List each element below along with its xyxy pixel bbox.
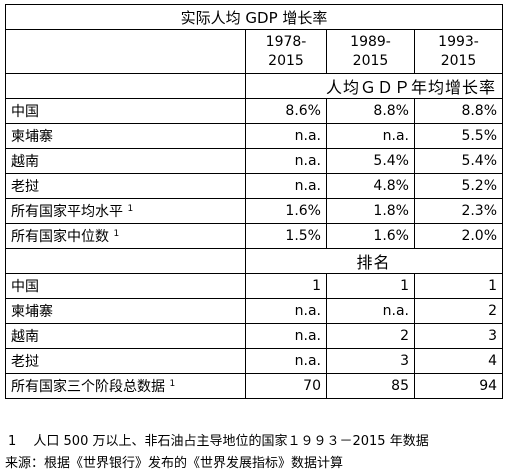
- gdp-growth-table: 实际人均 GDP 增长率 1978- 2015 1989- 2015 1993- 20…: [4, 4, 504, 399]
- cell-value: 8.8%: [326, 98, 415, 124]
- cell-value: 2: [326, 323, 415, 349]
- cell-value: 1.5%: [245, 223, 327, 249]
- cell-value: n.a.: [245, 173, 327, 199]
- cell-value: 5.2%: [413, 173, 504, 199]
- cell-value: 5.5%: [413, 123, 504, 149]
- row-label: 所有国家中位数 1: [5, 223, 246, 249]
- row-label-text: 所有国家三个阶段总数据: [11, 379, 165, 395]
- row-label-text: 所有国家平均水平: [11, 204, 123, 220]
- cell-value: 94: [413, 373, 504, 399]
- row-label-text: 柬埔寨: [11, 304, 53, 320]
- cell-value: 1: [245, 273, 327, 299]
- table-title-row: 实际人均 GDP 增长率: [4, 4, 504, 30]
- table-row: 老挝 n.a. 3 4: [5, 348, 504, 374]
- row-label-text: 老挝: [11, 354, 39, 370]
- cell-value: 1.6%: [245, 198, 327, 224]
- cell-value: 2.0%: [413, 223, 504, 249]
- cell-value: 4: [413, 348, 504, 374]
- row-label-text: 老挝: [11, 179, 39, 195]
- row-label: 老挝: [5, 173, 246, 199]
- row-label: 中国: [5, 98, 246, 124]
- cell-value: 1.8%: [326, 198, 415, 224]
- row-label-text: 柬埔寨: [11, 129, 53, 145]
- growth-section-header: 人均ＧＤＰ年均增长率: [244, 73, 504, 99]
- row-label-text: 中国: [11, 279, 39, 295]
- cell-value: 70: [245, 373, 327, 399]
- cell-value: 1: [326, 273, 415, 299]
- row-label: 所有国家三个阶段总数据 1: [5, 373, 246, 399]
- footnote: 1 人口 500 万以上、非石油占主导地位的国家１９９３－2015 年数据: [8, 434, 429, 449]
- cell-value: 8.8%: [413, 98, 504, 124]
- cell-value: 85: [326, 373, 415, 399]
- table-row: 所有国家三个阶段总数据 1 70 85 94: [5, 373, 504, 399]
- cell-value: 3: [326, 348, 415, 374]
- rank-section-header: 排名: [244, 248, 504, 274]
- period-3-start: 1993-: [438, 34, 479, 50]
- table-row: 老挝 n.a. 4.8% 5.2%: [5, 173, 504, 199]
- cell-value: n.a.: [326, 298, 415, 324]
- period-header-1: 1978- 2015: [245, 29, 327, 74]
- cell-value: n.a.: [245, 323, 327, 349]
- cell-value: n.a.: [245, 348, 327, 374]
- rank-section-header-row: 排名: [5, 248, 504, 274]
- row-label: 老挝: [5, 348, 246, 374]
- period-header-3: 1993- 2015: [413, 29, 504, 74]
- cell-value: 5.4%: [326, 148, 415, 174]
- period-header-row: 1978- 2015 1989- 2015 1993- 2015: [5, 29, 504, 74]
- table-row: 所有国家中位数 1 1.5% 1.6% 2.0%: [5, 223, 504, 249]
- row-label-text: 所有国家中位数: [11, 229, 109, 245]
- row-label: 中国: [5, 273, 246, 299]
- table-row: 柬埔寨 n.a. n.a. 2: [5, 298, 504, 324]
- period-3-end: 2015: [440, 53, 477, 69]
- row-label: 所有国家平均水平 1: [5, 198, 246, 224]
- table-row: 所有国家平均水平 1 1.6% 1.8% 2.3%: [5, 198, 504, 224]
- cell-value: n.a.: [245, 123, 327, 149]
- row-label-text: 越南: [11, 329, 39, 345]
- footnote-marker: 1: [169, 379, 176, 389]
- cell-value: 1.6%: [326, 223, 415, 249]
- row-label: 柬埔寨: [5, 298, 246, 324]
- cell-value: 4.8%: [326, 173, 415, 199]
- row-label: 柬埔寨: [5, 123, 246, 149]
- row-label-text: 越南: [11, 154, 39, 170]
- cell-value: n.a.: [245, 148, 327, 174]
- row-label: 越南: [5, 323, 246, 349]
- table-row: 中国 8.6% 8.8% 8.8%: [5, 98, 504, 124]
- source-note: 来源：根据《世界银行》发布的《世界发展指标》数据计算: [5, 456, 344, 471]
- period-1-start: 1978-: [265, 34, 307, 50]
- period-2-start: 1989-: [350, 34, 391, 50]
- cell-value: n.a.: [245, 298, 327, 324]
- row-label: 越南: [5, 148, 246, 174]
- table-title: 实际人均 GDP 增长率: [4, 4, 504, 30]
- growth-section-header-row: 人均ＧＤＰ年均增长率: [5, 73, 504, 99]
- period-header-2: 1989- 2015: [326, 29, 415, 74]
- period-1-end: 2015: [268, 53, 304, 69]
- period-header-blank: [5, 29, 246, 74]
- rank-section-blank: [5, 248, 246, 274]
- cell-value: 5.4%: [413, 148, 504, 174]
- period-2-end: 2015: [352, 53, 389, 69]
- footnote-marker: 1: [113, 229, 120, 239]
- cell-value: 2.3%: [413, 198, 504, 224]
- table-row: 中国 1 1 1: [5, 273, 504, 299]
- cell-value: 1: [413, 273, 504, 299]
- cell-value: n.a.: [326, 123, 415, 149]
- cell-value: 2: [413, 298, 504, 324]
- cell-value: 8.6%: [245, 98, 327, 124]
- table-row: 越南 n.a. 5.4% 5.4%: [5, 148, 504, 174]
- table-row: 柬埔寨 n.a. n.a. 5.5%: [5, 123, 504, 149]
- footnote-marker: 1: [127, 204, 134, 214]
- row-label-text: 中国: [11, 104, 39, 120]
- cell-value: 3: [413, 323, 504, 349]
- growth-section-blank: [5, 73, 246, 99]
- table-row: 越南 n.a. 2 3: [5, 323, 504, 349]
